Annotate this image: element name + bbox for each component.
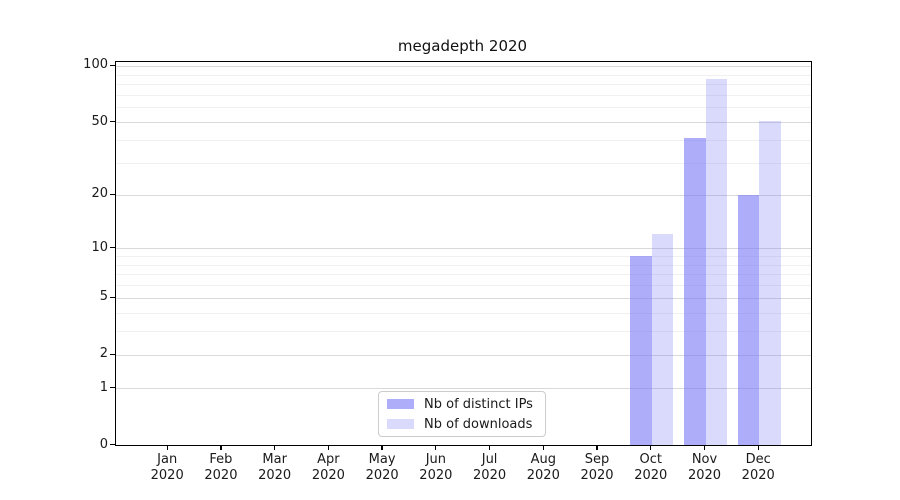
gridline-minor-70 <box>116 94 811 96</box>
gridline-minor-3 <box>116 331 811 333</box>
y-tick-label-2: 2 <box>99 346 108 362</box>
bar-nov-distinct-ips <box>684 138 706 445</box>
y-tick-label-100: 100 <box>83 57 108 73</box>
x-tick-mark-sep <box>596 445 598 450</box>
legend-swatch-distinct-ips <box>387 399 414 409</box>
y-tick-label-20: 20 <box>91 186 108 202</box>
x-tick-label-sep: Sep 2020 <box>580 452 614 483</box>
gridline-minor-9 <box>116 255 811 257</box>
y-tick-label-0: 0 <box>99 436 108 452</box>
gridline-major-20 <box>116 194 811 196</box>
x-tick-label-jan: Jan 2020 <box>150 452 184 483</box>
x-tick-mark-jul <box>488 445 491 450</box>
gridline-major-10 <box>116 248 811 250</box>
y-tick-label-1: 1 <box>99 379 108 395</box>
y-tick-mark-1 <box>110 387 115 389</box>
gridline-minor-8 <box>116 264 811 266</box>
x-tick-mark-aug <box>542 445 544 450</box>
x-tick-label-nov: Nov 2020 <box>687 452 722 483</box>
x-tick-mark-jan <box>166 445 168 450</box>
x-tick-mark-apr <box>327 445 330 450</box>
gridline-major-50 <box>116 122 811 124</box>
x-tick-label-mar: Mar 2020 <box>258 452 292 483</box>
x-tick-label-jun: Jun 2020 <box>419 452 453 483</box>
y-tick-mark-2 <box>110 353 115 356</box>
gridline-minor-7 <box>116 274 811 276</box>
plot-area <box>115 61 812 446</box>
chart-title: megadepth 2020 <box>397 37 528 55</box>
gridline-minor-30 <box>116 162 811 164</box>
y-tick-label-5: 5 <box>99 289 108 305</box>
x-tick-label-aug: Aug 2020 <box>526 452 560 483</box>
legend: Nb of distinct IPs Nb of downloads <box>378 391 546 437</box>
bar-oct-distinct-ips <box>630 255 652 445</box>
gridline-minor-6 <box>116 285 811 287</box>
x-tick-label-apr: Apr 2020 <box>311 452 345 483</box>
gridline-major-100 <box>116 65 811 67</box>
y-tick-mark-0 <box>110 444 115 446</box>
x-tick-label-oct: Oct 2020 <box>634 452 668 483</box>
legend-row-downloads: Nb of downloads <box>387 417 537 432</box>
bar-dec-downloads <box>759 120 781 445</box>
x-tick-label-feb: Feb 2020 <box>204 452 238 483</box>
gridline-minor-90 <box>116 74 811 76</box>
gridline-major-5 <box>116 297 811 299</box>
y-tick-mark-5 <box>110 296 115 299</box>
x-tick-mark-mar <box>274 445 276 450</box>
gridline-minor-4 <box>116 312 811 314</box>
y-tick-label-10: 10 <box>91 239 108 255</box>
gridline-major-2 <box>116 354 811 356</box>
bar-nov-downloads <box>705 79 727 445</box>
x-tick-label-jul: Jul 2020 <box>473 452 507 483</box>
gridline-minor-60 <box>116 107 811 109</box>
x-tick-mark-dec <box>757 445 759 450</box>
legend-row-distinct-ips: Nb of distinct IPs <box>387 397 537 412</box>
x-tick-label-may: May 2020 <box>365 452 399 483</box>
x-tick-mark-oct <box>650 445 652 450</box>
bar-dec-distinct-ips <box>737 194 760 445</box>
y-tick-label-50: 50 <box>91 113 108 129</box>
gridline-minor-40 <box>116 140 811 142</box>
gridline-major-1 <box>116 388 811 390</box>
gridline-minor-80 <box>116 84 811 86</box>
x-tick-mark-may <box>381 445 383 450</box>
legend-label-downloads: Nb of downloads <box>424 416 533 432</box>
legend-label-distinct-ips: Nb of distinct IPs <box>424 396 533 412</box>
legend-swatch-downloads <box>387 419 414 429</box>
y-tick-mark-10 <box>110 247 115 249</box>
x-tick-label-dec: Dec 2020 <box>741 452 775 483</box>
y-tick-mark-50 <box>110 121 115 123</box>
x-tick-mark-jun <box>435 445 437 450</box>
y-tick-mark-20 <box>110 193 115 196</box>
x-tick-mark-feb <box>220 445 222 450</box>
bar-oct-downloads <box>651 234 674 445</box>
x-tick-mark-nov <box>703 445 706 450</box>
y-tick-mark-100 <box>110 64 115 67</box>
